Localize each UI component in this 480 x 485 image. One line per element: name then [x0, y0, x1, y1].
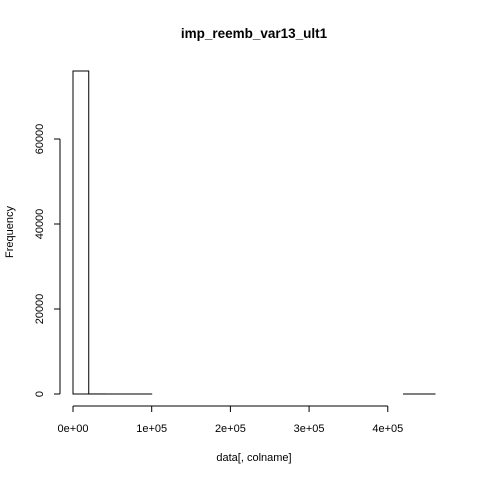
x-tick-label: 4e+05: [372, 423, 403, 435]
x-axis: 0e+00 1e+05 2e+05 3e+05 4e+05: [58, 406, 404, 435]
y-axis: 0 20000 40000 60000: [34, 124, 60, 397]
x-axis-label: data[, colname]: [216, 452, 291, 464]
x-tick-label: 0e+00: [58, 423, 89, 435]
histogram-bar-0: [73, 71, 89, 394]
y-tick-label: 0: [34, 391, 46, 397]
y-tick-label: 20000: [34, 294, 46, 325]
x-tick-label: 3e+05: [294, 423, 325, 435]
y-axis-label: Frequency: [4, 206, 16, 258]
x-tick-label: 2e+05: [215, 423, 246, 435]
histogram-bars: [73, 71, 435, 394]
y-tick-label: 40000: [34, 209, 46, 240]
chart-title: imp_reemb_var13_ult1: [181, 26, 328, 41]
x-tick-label: 1e+05: [136, 423, 167, 435]
y-tick-label: 60000: [34, 124, 46, 155]
